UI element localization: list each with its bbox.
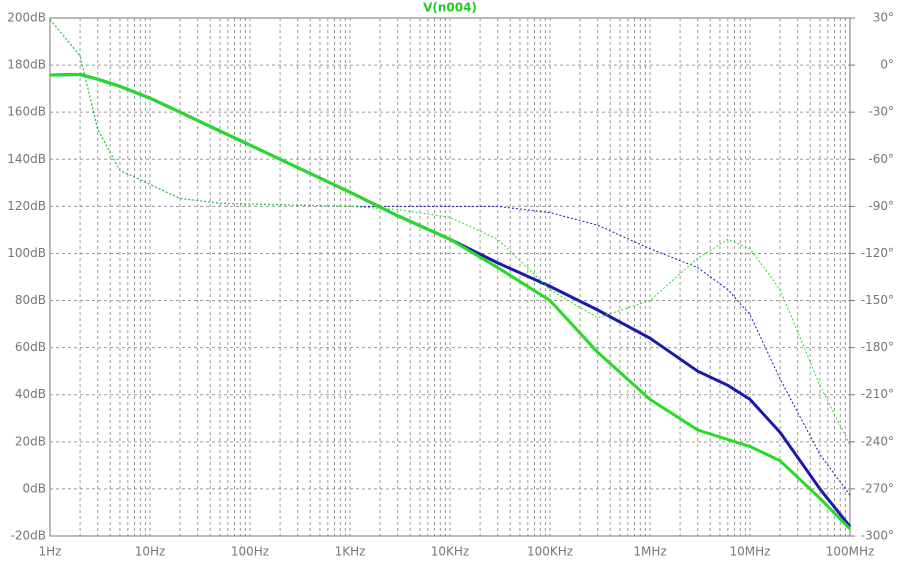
y2-tick-label: -30° <box>868 105 894 119</box>
x-tick-label: 100KHz <box>527 545 573 559</box>
y2-tick-label: -210° <box>861 387 894 401</box>
x-tick-label: 10MHz <box>730 545 771 559</box>
x-tick-label: 100MHz <box>826 545 875 559</box>
y2-tick-label: 30° <box>873 11 894 25</box>
y-tick-label: 120dB <box>7 199 46 213</box>
y2-tick-label: -180° <box>861 340 894 354</box>
y2-tick-label: 0° <box>880 58 894 72</box>
y2-tick-label: -300° <box>861 529 894 543</box>
y-tick-label: 140dB <box>7 152 46 166</box>
y2-tick-label: -60° <box>868 152 894 166</box>
y2-tick-label: -150° <box>861 293 894 307</box>
magnitude-line <box>49 73 852 530</box>
y-tick-label: 80dB <box>15 293 46 307</box>
x-tick-label: 1Hz <box>39 545 62 559</box>
y-tick-label: 100dB <box>7 246 46 260</box>
y-tick-label: 180dB <box>7 58 46 72</box>
y2-tick-label: -240° <box>861 434 894 448</box>
y-tick-label: 40dB <box>15 387 46 401</box>
x-tick-label: 100Hz <box>231 545 269 559</box>
x-tick-label: 1MHz <box>633 545 666 559</box>
y-tick-label: -20dB <box>11 529 46 543</box>
y2-tick-label: -90° <box>868 199 894 213</box>
chart-title: V(n004) <box>423 1 477 15</box>
y2-tick-label: -270° <box>861 481 894 495</box>
y-tick-label: 160dB <box>7 105 46 119</box>
x-tick-label: 1KHz <box>335 545 366 559</box>
y2-tick-label: -120° <box>861 246 894 260</box>
y-tick-label: 200dB <box>7 11 46 25</box>
x-tick-label: 10Hz <box>135 545 166 559</box>
y-tick-label: 20dB <box>15 434 46 448</box>
phase-line <box>49 19 851 446</box>
x-tick-label: 10KHz <box>431 545 469 559</box>
plot-frame <box>49 17 851 537</box>
y-tick-label: 0dB <box>23 481 46 495</box>
y-tick-label: 60dB <box>15 340 46 354</box>
